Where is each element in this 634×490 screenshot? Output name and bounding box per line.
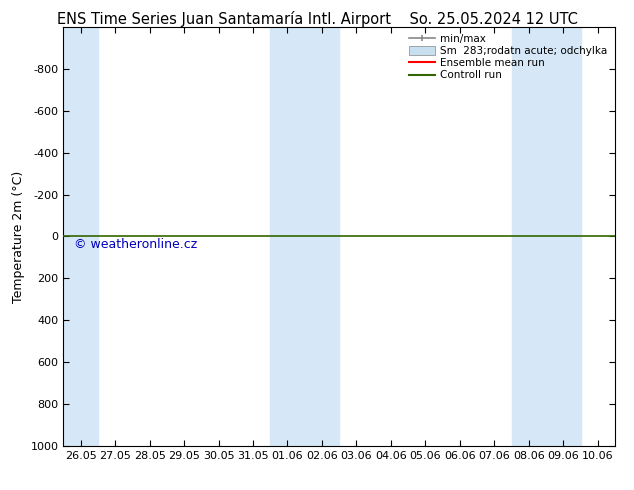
- Bar: [546, 27, 581, 446]
- Bar: [270, 27, 305, 446]
- Bar: [512, 27, 546, 446]
- Y-axis label: Temperature 2m (°C): Temperature 2m (°C): [12, 171, 25, 302]
- Bar: [63, 27, 98, 446]
- Text: © weatheronline.cz: © weatheronline.cz: [74, 238, 198, 251]
- Bar: [305, 27, 339, 446]
- Text: ENS Time Series Juan Santamaría Intl. Airport    So. 25.05.2024 12 UTC: ENS Time Series Juan Santamaría Intl. Ai…: [56, 11, 578, 27]
- Legend: min/max, Sm  283;rodatn acute; odchylka, Ensemble mean run, Controll run: min/max, Sm 283;rodatn acute; odchylka, …: [407, 32, 610, 83]
